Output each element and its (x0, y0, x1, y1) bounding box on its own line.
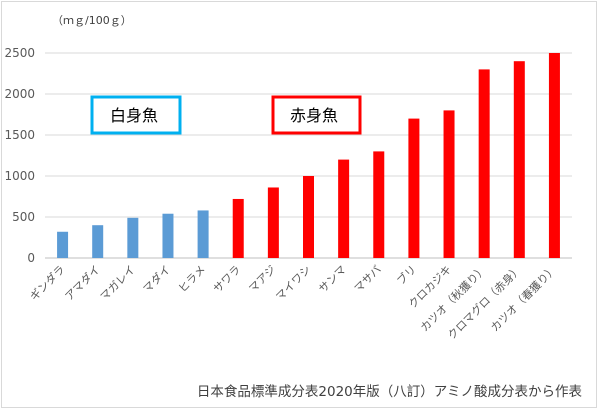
legend-box-white (90, 95, 182, 135)
x-tick-label: マガレイ (98, 263, 138, 303)
x-tick-label: サワラ (211, 263, 244, 296)
y-tick-label: 2500 (4, 46, 35, 60)
x-tick-label: カツオ（春獲り） (488, 263, 559, 334)
bar-9 (338, 159, 350, 258)
x-tick-label: ヒラメ (176, 263, 208, 295)
x-tick-label: ブリ (394, 262, 419, 287)
bar-10 (373, 151, 385, 258)
bar-6 (232, 198, 244, 258)
bar-4 (162, 213, 174, 258)
x-tick-label: マイワシ (273, 263, 313, 303)
y-tick-label: 0 (27, 251, 35, 265)
x-tick-label: マアジ (246, 263, 278, 295)
bar-1 (57, 231, 69, 258)
bar-5 (197, 210, 209, 258)
legend-box-red (271, 95, 362, 135)
legend-label-red: 赤身魚 (290, 106, 338, 125)
bar-14 (513, 61, 525, 259)
bar-13 (478, 69, 490, 259)
bar-3 (127, 217, 139, 258)
bar-15 (548, 53, 560, 258)
source-note: 日本食品標準成分表2020年版（八訂）アミノ酸成分表から作表 (197, 383, 583, 400)
bar-7 (267, 187, 279, 258)
x-tick-label: マサバ (352, 263, 384, 295)
y-axis-ticks: 0 500 1000 1500 2000 2500 (4, 46, 35, 265)
bars (57, 53, 560, 259)
y-tick-label: 1000 (4, 169, 35, 183)
y-tick-label: 2000 (4, 87, 35, 101)
x-tick-label: マダイ (140, 262, 173, 295)
y-tick-label: 500 (12, 210, 35, 224)
x-tick-label: サンマ (316, 263, 349, 296)
bar-2 (92, 225, 104, 258)
bar-11 (408, 118, 420, 258)
x-tick-label: アマダイ (62, 262, 103, 303)
bar-8 (303, 176, 314, 258)
y-tick-label: 1500 (4, 128, 35, 142)
bar-12 (443, 110, 455, 259)
x-tick-label: ギンダラ (27, 262, 68, 303)
legend-label-white: 白身魚 (110, 106, 158, 125)
y-unit-label: （ｍｇ/100ｇ） (52, 14, 132, 27)
